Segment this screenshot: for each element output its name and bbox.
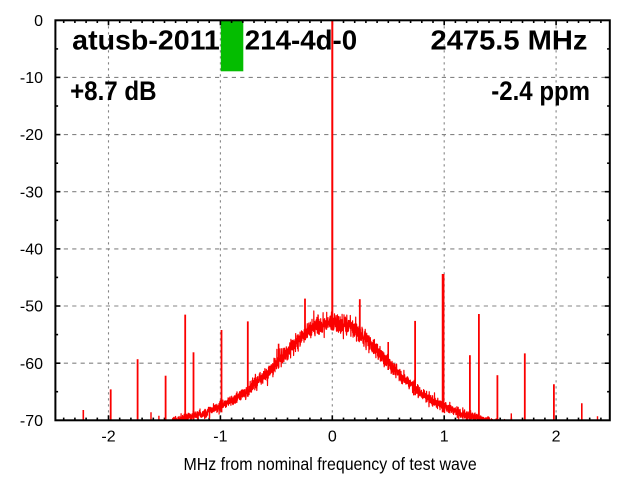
svg-text:-50: -50 (20, 299, 43, 316)
svg-text:0: 0 (328, 429, 337, 446)
svg-text:2: 2 (552, 429, 561, 446)
svg-text:-40: -40 (20, 242, 43, 259)
svg-text:214-4d-0: 214-4d-0 (245, 25, 357, 56)
svg-text:-2.4 ppm: -2.4 ppm (491, 76, 590, 106)
svg-text:-2: -2 (101, 429, 115, 446)
svg-text:-60: -60 (20, 356, 43, 373)
svg-text:-30: -30 (20, 184, 43, 201)
svg-text:0: 0 (34, 13, 43, 30)
svg-text:-1: -1 (213, 429, 227, 446)
svg-text:-70: -70 (20, 413, 43, 430)
svg-text:-10: -10 (20, 70, 43, 87)
svg-text:1: 1 (440, 429, 449, 446)
svg-text:-20: -20 (20, 127, 43, 144)
svg-text:+8.7 dB: +8.7 dB (70, 76, 157, 106)
svg-text:2475.5 MHz: 2475.5 MHz (431, 25, 588, 56)
svg-text:MHz from nominal frequency of: MHz from nominal frequency of test wave (184, 454, 477, 474)
svg-text:atusb-2011: atusb-2011 (72, 25, 220, 56)
